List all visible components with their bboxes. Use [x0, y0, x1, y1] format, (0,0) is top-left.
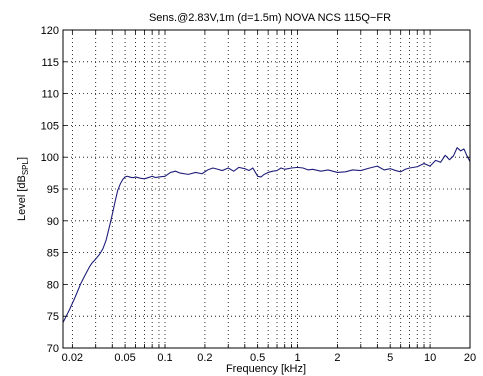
- x-tick-label: 20: [464, 352, 476, 364]
- y-axis-label-prefix: Level [dB: [16, 175, 28, 221]
- x-tick-label: 0.2: [197, 352, 212, 364]
- x-tick-label: 0.02: [62, 352, 83, 364]
- y-tick-label: 80: [47, 279, 59, 291]
- x-tick-label: 0.5: [250, 352, 265, 364]
- y-tick-label: 115: [41, 57, 59, 69]
- y-tick-label: 110: [41, 89, 59, 101]
- x-tick-label: 1: [294, 352, 300, 364]
- y-tick-label: 100: [41, 152, 59, 164]
- x-tick-label: 0.05: [114, 352, 135, 364]
- y-tick-labels: 70 75 80 85 90 95 100 105 110 115 120: [41, 25, 59, 355]
- y-axis-label: Level [dBSPL]: [16, 157, 30, 221]
- y-tick-label: 75: [47, 311, 59, 323]
- y-tick-label: 90: [47, 216, 59, 228]
- x-tick-label: 5: [387, 352, 393, 364]
- x-tick-label: 0.1: [157, 352, 172, 364]
- x-tick-label: 10: [424, 352, 436, 364]
- y-tick-label: 95: [47, 184, 59, 196]
- x-tick-label: 2: [334, 352, 340, 364]
- x-tick-labels: 0.02 0.05 0.1 0.2 0.5 1 2 5 10 20: [62, 352, 476, 364]
- series-line: [62, 147, 471, 323]
- y-tick-label: 105: [41, 120, 59, 132]
- y-axis-label-subscript: SPL: [21, 159, 30, 175]
- x-axis-label: Frequency [kHz]: [226, 363, 306, 375]
- axis-ticks: [63, 29, 470, 349]
- y-tick-label: 120: [41, 25, 59, 37]
- grid-lines: [63, 30, 470, 348]
- y-axis-label-suffix: ]: [16, 157, 28, 160]
- chart-title: Sens.@2.83V,1m (d=1.5m) NOVA NCS 115Q−FR: [149, 12, 391, 24]
- y-tick-label: 85: [47, 248, 59, 260]
- y-tick-label: 70: [47, 343, 59, 355]
